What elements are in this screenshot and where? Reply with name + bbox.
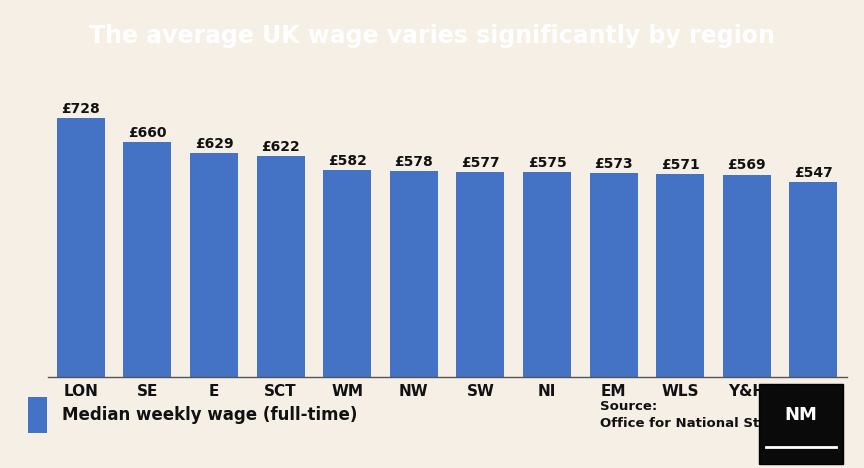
Bar xyxy=(124,142,171,377)
Text: The average UK wage varies significantly by region: The average UK wage varies significantly… xyxy=(89,24,775,48)
Text: £577: £577 xyxy=(461,155,499,169)
Bar xyxy=(589,173,638,377)
Bar xyxy=(657,174,704,377)
Text: £573: £573 xyxy=(594,157,633,171)
Bar xyxy=(28,397,47,433)
Bar xyxy=(257,156,305,377)
Bar xyxy=(523,172,571,377)
Bar xyxy=(57,118,105,377)
Text: Source:
Office for National Statistics: Source: Office for National Statistics xyxy=(600,400,814,430)
Text: £569: £569 xyxy=(727,159,766,172)
Text: £660: £660 xyxy=(128,126,167,140)
Bar xyxy=(323,170,372,377)
Text: £728: £728 xyxy=(61,102,100,116)
Bar xyxy=(190,153,238,377)
Text: £622: £622 xyxy=(261,139,300,154)
Text: NM: NM xyxy=(785,406,817,424)
Text: £547: £547 xyxy=(794,166,833,180)
Text: £575: £575 xyxy=(528,156,567,170)
Text: £629: £629 xyxy=(194,137,233,151)
Text: £582: £582 xyxy=(327,154,366,168)
Bar xyxy=(723,175,771,377)
Text: Median weekly wage (full-time): Median weekly wage (full-time) xyxy=(62,406,358,424)
Bar xyxy=(456,172,505,377)
Bar xyxy=(390,171,438,377)
Text: £571: £571 xyxy=(661,158,700,172)
Bar xyxy=(790,183,837,377)
FancyBboxPatch shape xyxy=(759,384,843,464)
Text: £578: £578 xyxy=(395,155,433,169)
